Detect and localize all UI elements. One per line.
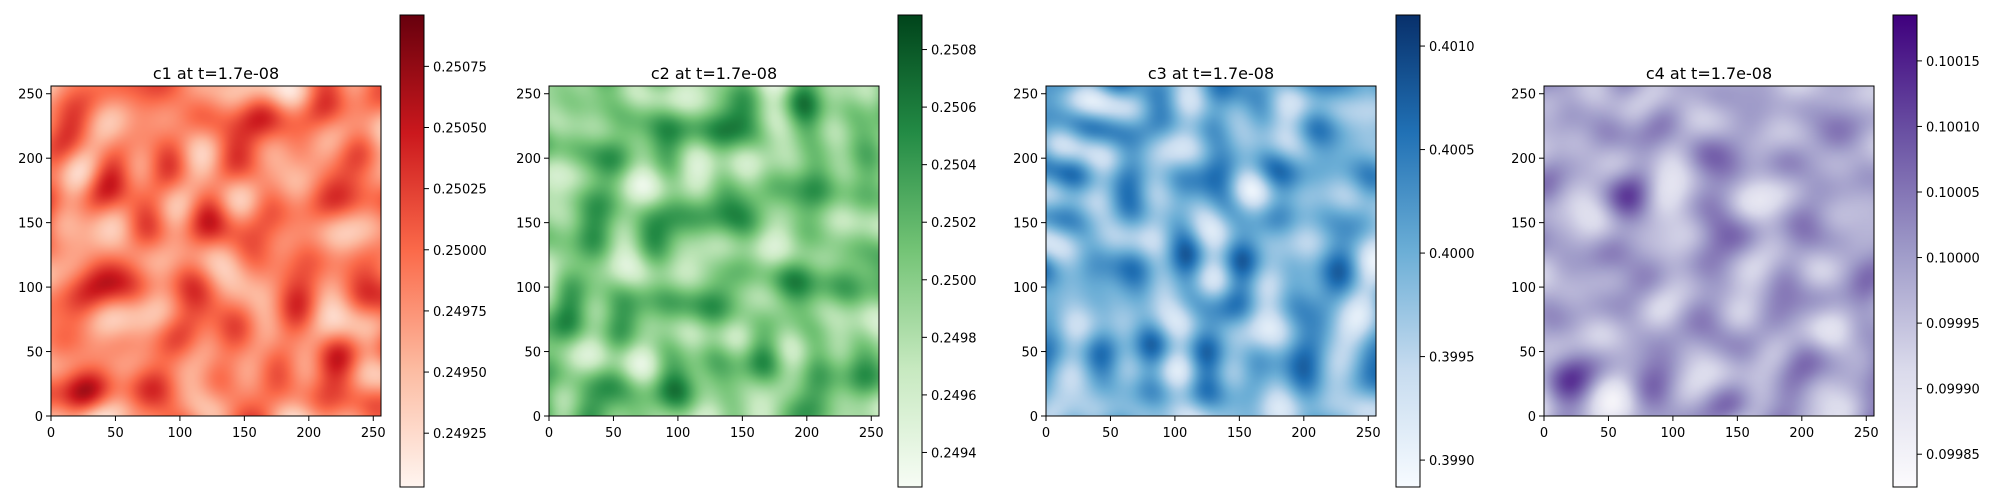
heatmap-image (1046, 86, 1376, 416)
colorbar-tick-label: 0.2500 (931, 274, 977, 289)
y-tick-label: 0 (35, 410, 43, 425)
x-tick-label: 150 (1227, 426, 1252, 441)
x-tick-label: 250 (859, 426, 884, 441)
y-tick-label: 100 (1511, 281, 1536, 296)
colorbar-tick-label: 0.10005 (1926, 186, 1980, 201)
colorbar (1395, 14, 1421, 488)
colorbar-tick-label: 0.10010 (1926, 120, 1980, 135)
y-tick-label: 100 (1013, 281, 1038, 296)
y-tick-label: 200 (1013, 152, 1038, 167)
y-tick-label: 150 (516, 217, 541, 232)
panel-c1: c1 at t=1.7e-08 0 50 100 150 200 250 0 50 100 150 2… (18, 14, 487, 488)
panel-c4: c4 at t=1.7e-08 0 50 100 150 200 250 0 50 100 150 2… (1511, 14, 1980, 488)
colorbar-tick-label: 0.25025 (433, 183, 487, 198)
y-tick-label: 250 (1511, 88, 1536, 103)
y-tick-label: 150 (18, 217, 43, 232)
x-tick-label: 50 (1600, 426, 1617, 441)
x-tick-label: 200 (1291, 426, 1316, 441)
heatmap-image (549, 86, 879, 416)
y-tick-label: 50 (26, 346, 43, 361)
colorbar-tick-label: 0.10000 (1926, 252, 1980, 267)
colorbar-tick-label: 0.4010 (1429, 40, 1475, 55)
y-tick-label: 200 (18, 152, 43, 167)
panel-c3: c3 at t=1.7e-08 0 50 100 150 200 250 0 50 100 150 2… (1013, 14, 1475, 488)
colorbar (399, 14, 425, 488)
x-tick-label: 50 (107, 426, 124, 441)
y-tick-label: 150 (1013, 217, 1038, 232)
x-tick-label: 200 (794, 426, 819, 441)
x-tick-label: 100 (1162, 426, 1187, 441)
y-tick-label: 100 (516, 281, 541, 296)
x-tick-label: 50 (1102, 426, 1119, 441)
x-tick-label: 100 (665, 426, 690, 441)
colorbar-tick-label: 0.2498 (931, 331, 977, 346)
colorbar-tick-label: 0.09995 (1926, 317, 1980, 332)
colorbar-tick-label: 0.2494 (931, 446, 977, 461)
x-tick-label: 0 (545, 426, 553, 441)
colorbar-tick-label: 0.25000 (433, 244, 487, 259)
colorbar-tick-label: 0.4000 (1429, 247, 1475, 262)
x-tick-label: 100 (167, 426, 192, 441)
plot-frame (548, 85, 880, 417)
plot-title: c1 at t=1.7e-08 (153, 64, 279, 83)
colorbar-tick-label: 0.25075 (433, 60, 487, 75)
colorbar-tick-label: 0.09990 (1926, 383, 1980, 398)
colorbar-tick-label: 0.3995 (1429, 351, 1475, 366)
x-tick-label: 200 (1789, 426, 1814, 441)
x-tick-label: 0 (1540, 426, 1548, 441)
y-tick-label: 50 (1021, 346, 1038, 361)
x-tick-label: 150 (1725, 426, 1750, 441)
plot-frame (1543, 85, 1875, 417)
x-tick-label: 100 (1660, 426, 1685, 441)
heatmap-image (51, 86, 381, 416)
plot-title: c3 at t=1.7e-08 (1148, 64, 1274, 83)
y-tick-label: 150 (1511, 217, 1536, 232)
y-tick-label: 200 (516, 152, 541, 167)
y-tick-label: 250 (516, 88, 541, 103)
colorbar-tick-label: 0.24975 (433, 305, 487, 320)
colorbar-tick-label: 0.09985 (1926, 448, 1980, 463)
y-tick-label: 50 (524, 346, 541, 361)
x-tick-label: 50 (605, 426, 622, 441)
colorbar-tick-label: 0.25050 (433, 121, 487, 136)
colorbar-tick-label: 0.24950 (433, 366, 487, 381)
y-tick-label: 0 (1528, 410, 1536, 425)
y-tick-label: 250 (1013, 88, 1038, 103)
colorbar-tick-label: 0.2504 (931, 159, 977, 174)
x-tick-label: 0 (47, 426, 55, 441)
colorbar-tick-label: 0.4005 (1429, 144, 1475, 159)
heatmap-image (1544, 86, 1874, 416)
x-tick-label: 250 (361, 426, 386, 441)
x-tick-label: 150 (232, 426, 257, 441)
colorbar-tick-label: 0.24925 (433, 427, 487, 442)
y-tick-label: 100 (18, 281, 43, 296)
y-tick-label: 0 (533, 410, 541, 425)
y-tick-label: 250 (18, 88, 43, 103)
y-tick-label: 0 (1030, 410, 1038, 425)
colorbar-tick-label: 0.10015 (1926, 55, 1980, 70)
x-tick-label: 250 (1854, 426, 1879, 441)
colorbar (1892, 14, 1918, 488)
plot-title: c2 at t=1.7e-08 (651, 64, 777, 83)
plot-frame (1045, 85, 1377, 417)
colorbar-tick-label: 0.2496 (931, 389, 977, 404)
plot-title: c4 at t=1.7e-08 (1646, 64, 1772, 83)
colorbar-tick-label: 0.2502 (931, 216, 977, 231)
panel-c2: c2 at t=1.7e-08 0 50 100 150 200 250 0 50 100 150 2… (516, 14, 977, 488)
colorbar-tick-label: 0.2508 (931, 44, 977, 59)
plot-frame (50, 85, 382, 417)
colorbar-tick-label: 0.2506 (931, 101, 977, 116)
y-tick-label: 50 (1519, 346, 1536, 361)
x-tick-label: 200 (296, 426, 321, 441)
y-tick-label: 200 (1511, 152, 1536, 167)
x-tick-label: 150 (730, 426, 755, 441)
x-tick-label: 250 (1356, 426, 1381, 441)
colorbar-tick-label: 0.3990 (1429, 454, 1475, 469)
colorbar (897, 14, 923, 488)
x-tick-label: 0 (1042, 426, 1050, 441)
